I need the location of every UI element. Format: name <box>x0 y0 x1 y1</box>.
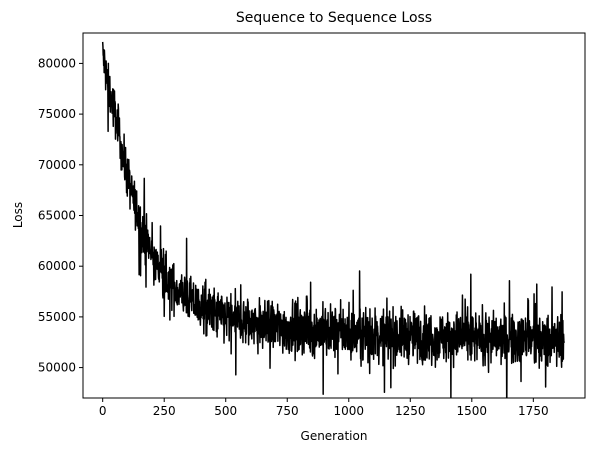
x-tick-label: 250 <box>153 404 176 418</box>
x-tick-label: 750 <box>276 404 299 418</box>
y-tick-label: 80000 <box>38 56 76 70</box>
x-tick-label: 500 <box>214 404 237 418</box>
chart-title: Sequence to Sequence Loss <box>236 10 432 26</box>
y-tick-label: 75000 <box>38 107 76 121</box>
x-tick-label: 1250 <box>395 404 426 418</box>
y-axis: 50000 55000 60000 65000 70000 75000 80000 <box>38 56 83 375</box>
y-tick-label: 65000 <box>38 209 76 223</box>
y-tick-label: 60000 <box>38 259 76 273</box>
y-tick-label: 70000 <box>38 158 76 172</box>
y-tick-label: 50000 <box>38 361 76 375</box>
plot-area <box>101 41 565 398</box>
y-axis-label: Loss <box>11 202 25 228</box>
y-tick-label: 55000 <box>38 310 76 324</box>
x-tick-label: 1000 <box>333 404 364 418</box>
x-tick-label: 1750 <box>518 404 549 418</box>
x-axis-label: Generation <box>301 429 368 443</box>
x-axis: 0 250 500 750 1000 1250 1500 1750 <box>99 398 549 418</box>
x-tick-label: 0 <box>99 404 107 418</box>
x-tick-label: 1500 <box>457 404 488 418</box>
loss-series-line <box>101 41 565 398</box>
